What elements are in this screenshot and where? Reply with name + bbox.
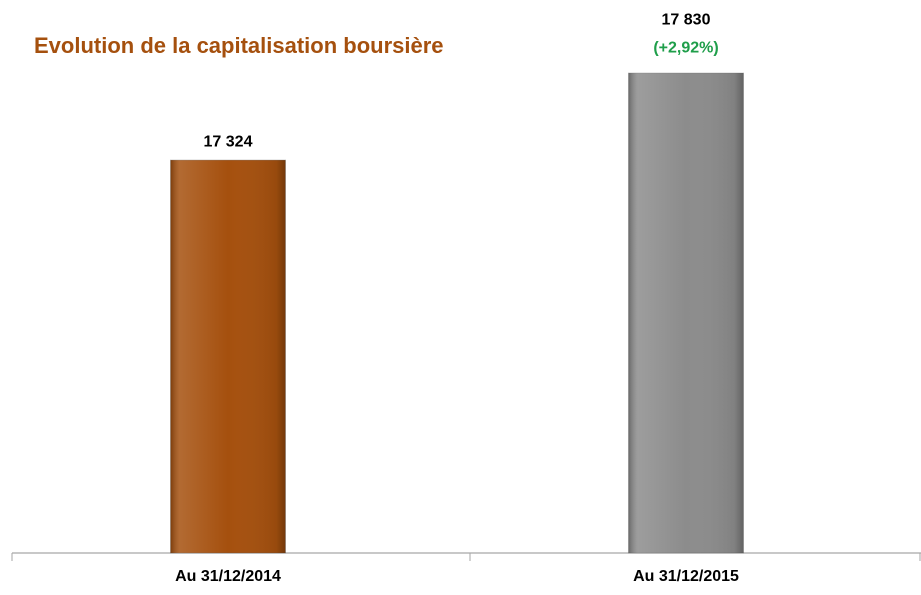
x-tick-label: Au 31/12/2014 — [175, 568, 281, 585]
annotation: (+2,92%) — [653, 39, 718, 56]
data-label: 17 830 — [662, 11, 711, 28]
chart-title: Evolution de la capitalisation boursière — [34, 33, 444, 58]
x-tick-label: Au 31/12/2015 — [633, 568, 739, 585]
bar-shade — [628, 73, 744, 553]
data-label: 17 324 — [204, 133, 253, 150]
bar-shade — [170, 160, 286, 553]
